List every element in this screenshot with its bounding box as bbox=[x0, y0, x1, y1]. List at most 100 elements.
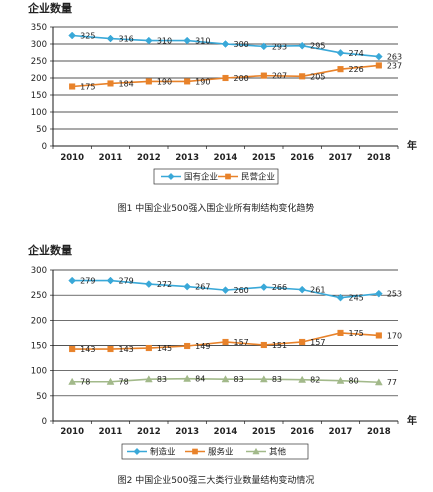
data-point-1 bbox=[259, 283, 268, 291]
x-axis-unit: 年 bbox=[407, 414, 417, 427]
data-label-1: 245 bbox=[349, 294, 364, 303]
data-label-3: 78 bbox=[119, 378, 129, 387]
figure-caption: 图1 中国企业500强入围企业所有制结构变化趋势 bbox=[118, 202, 315, 214]
data-label-2: 149 bbox=[195, 342, 210, 351]
x-tick-label: 2017 bbox=[329, 153, 353, 163]
y-tick-label: 150 bbox=[31, 342, 47, 352]
x-tick-label: 2011 bbox=[99, 153, 123, 163]
x-tick-label: 2016 bbox=[290, 153, 314, 163]
data-point-1 bbox=[374, 289, 383, 298]
chart-1: 企业数量 0 50 100 150 200 250 300 350 2010 2011 2012 201… bbox=[27, 1, 417, 214]
data-point-3 bbox=[336, 376, 345, 384]
y-tick-label: 250 bbox=[31, 57, 47, 67]
data-label-2: 175 bbox=[80, 83, 95, 92]
data-point-3 bbox=[259, 375, 268, 383]
data-point-2 bbox=[69, 83, 76, 90]
legend-marker bbox=[167, 172, 175, 181]
data-label-2: 143 bbox=[119, 345, 134, 354]
chart-2: 企业数量 0 50 100 150 200 250 300 2010 2011 2012 2013 20… bbox=[27, 243, 417, 486]
data-point-1 bbox=[144, 280, 153, 288]
y-tick-label: 50 bbox=[36, 392, 47, 402]
data-label-1: 267 bbox=[195, 283, 210, 292]
data-label-2: 207 bbox=[272, 72, 287, 81]
data-point-2 bbox=[184, 78, 191, 85]
data-point-1 bbox=[336, 293, 345, 302]
data-label-2: 151 bbox=[272, 341, 287, 350]
y-tick-label: 100 bbox=[31, 108, 47, 118]
legend-label-2: 服务业 bbox=[208, 447, 234, 458]
x-tick-label: 2014 bbox=[214, 427, 238, 437]
data-label-1: 279 bbox=[80, 277, 95, 286]
legend-marker bbox=[133, 447, 141, 456]
x-tick-label: 2013 bbox=[175, 427, 199, 437]
x-tick-label: 2010 bbox=[60, 153, 84, 163]
x-tick-label: 2014 bbox=[214, 153, 238, 163]
data-point-2 bbox=[375, 62, 382, 69]
data-point-3 bbox=[298, 375, 307, 383]
data-point-1 bbox=[298, 41, 307, 50]
data-point-2 bbox=[222, 338, 229, 346]
data-label-1: 325 bbox=[80, 32, 95, 41]
legend-label-1: 制造业 bbox=[150, 447, 176, 458]
y-tick-label: 250 bbox=[31, 291, 47, 301]
data-point-1 bbox=[221, 286, 230, 294]
data-label-1: 274 bbox=[349, 49, 364, 58]
data-point-1 bbox=[183, 282, 192, 291]
data-point-3 bbox=[106, 377, 115, 385]
data-label-3: 80 bbox=[349, 377, 359, 386]
legend-box bbox=[121, 443, 309, 460]
y-tick-label: 100 bbox=[31, 367, 47, 377]
data-point-2 bbox=[107, 345, 114, 353]
y-axis-title: 企业数量 bbox=[27, 1, 72, 15]
x-tick-label: 2011 bbox=[99, 427, 123, 437]
data-point-2 bbox=[375, 332, 382, 339]
y-tick-label: 300 bbox=[31, 40, 47, 50]
data-label-2: 170 bbox=[387, 331, 402, 340]
data-point-1 bbox=[144, 36, 153, 45]
x-tick-label: 2015 bbox=[252, 427, 276, 437]
data-point-1 bbox=[221, 40, 230, 48]
data-label-3: 82 bbox=[310, 376, 320, 385]
data-point-2 bbox=[222, 74, 229, 82]
figure-caption: 图2 中国企业500强三大类行业数量结构变动情况 bbox=[118, 474, 315, 486]
data-point-2 bbox=[337, 329, 344, 336]
data-label-3: 83 bbox=[234, 375, 244, 384]
data-label-1: 310 bbox=[157, 37, 172, 46]
legend-marker bbox=[192, 448, 198, 455]
x-tick-label: 2018 bbox=[367, 153, 391, 163]
data-point-2 bbox=[299, 73, 306, 80]
data-label-3: 83 bbox=[157, 375, 167, 384]
data-label-1: 293 bbox=[272, 42, 287, 51]
x-tick-label: 2012 bbox=[137, 153, 161, 163]
data-point-1 bbox=[68, 276, 77, 285]
data-point-2 bbox=[260, 72, 267, 79]
data-point-1 bbox=[298, 285, 307, 294]
data-label-1: 266 bbox=[272, 283, 287, 292]
x-tick-label: 2013 bbox=[175, 153, 199, 163]
data-label-2: 190 bbox=[157, 77, 172, 86]
data-point-1 bbox=[374, 52, 383, 61]
data-point-1 bbox=[183, 36, 192, 45]
data-point-2 bbox=[184, 342, 191, 350]
data-point-3 bbox=[144, 375, 153, 383]
legend-label-1: 国有企业 bbox=[184, 172, 218, 183]
legend-marker bbox=[225, 173, 231, 180]
legend-label-3: 其他 bbox=[269, 447, 287, 458]
data-label-1: 261 bbox=[310, 286, 325, 295]
data-label-2: 184 bbox=[119, 79, 134, 88]
data-label-1: 295 bbox=[310, 42, 325, 51]
data-label-1: 300 bbox=[234, 40, 249, 49]
x-tick-label: 2018 bbox=[367, 427, 391, 437]
data-point-2 bbox=[337, 66, 344, 73]
y-tick-label: 150 bbox=[31, 91, 47, 101]
data-point-2 bbox=[69, 345, 76, 353]
data-label-1: 253 bbox=[387, 290, 402, 299]
data-label-2: 157 bbox=[234, 338, 249, 347]
y-tick-label: 200 bbox=[31, 74, 47, 84]
data-label-2: 226 bbox=[349, 65, 364, 74]
x-tick-label: 2016 bbox=[290, 427, 314, 437]
x-tick-label: 2015 bbox=[252, 153, 276, 163]
y-tick-label: 0 bbox=[42, 417, 47, 427]
y-tick-label: 350 bbox=[31, 23, 47, 33]
